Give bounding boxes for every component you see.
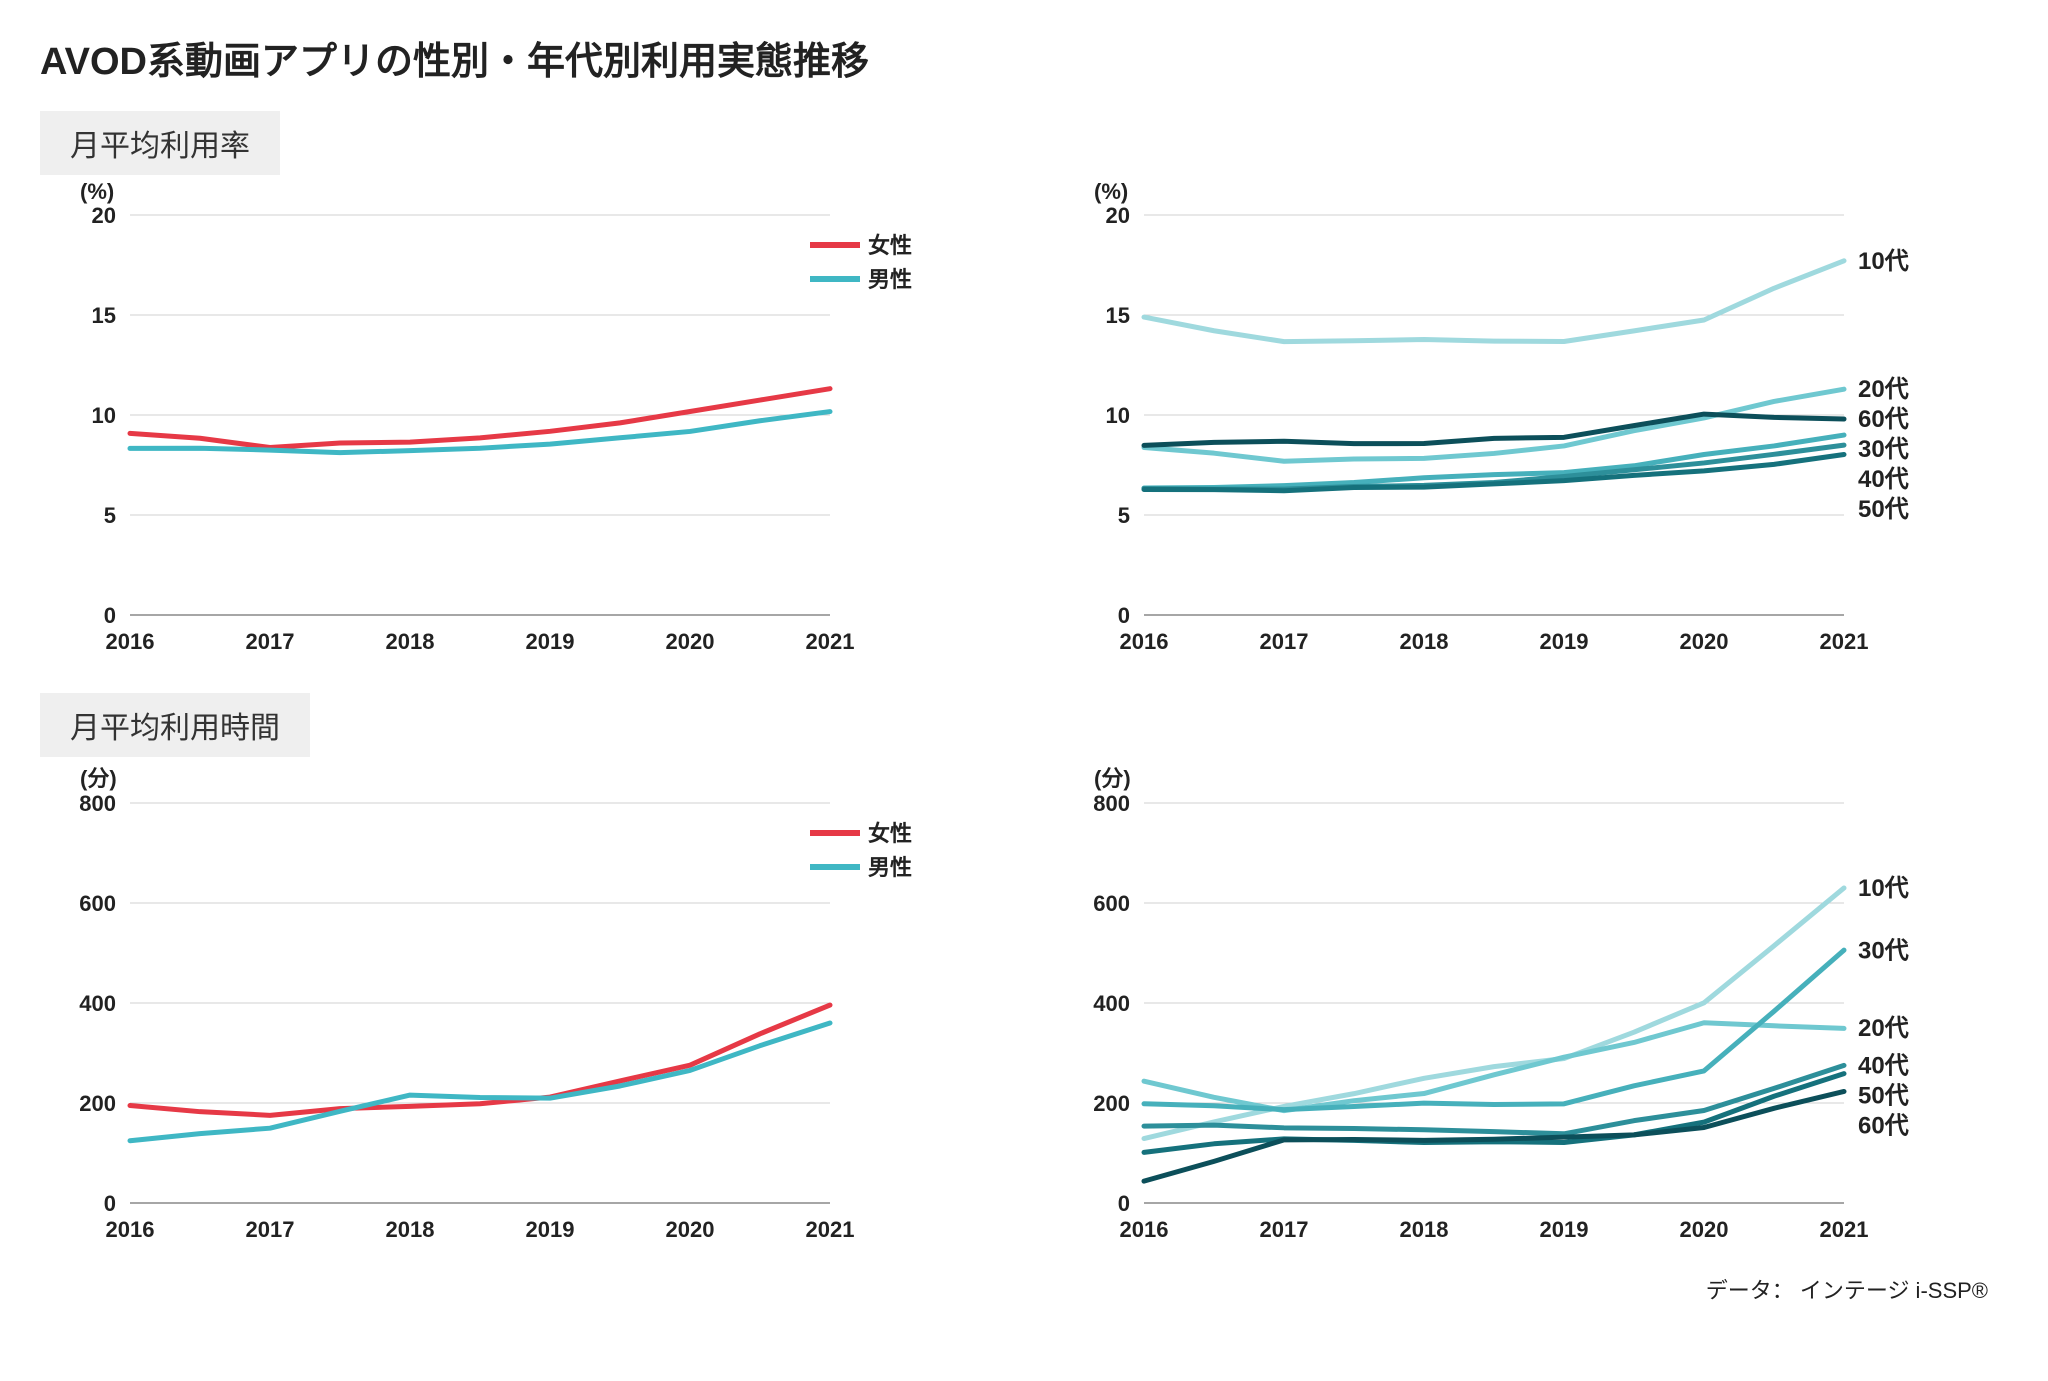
x-tick-label: 2019 [526, 629, 575, 654]
y-tick-label: 15 [92, 303, 116, 328]
series-male [130, 1023, 830, 1141]
unit-rate-age: (%) [1094, 179, 2008, 205]
y-tick-label: 10 [92, 403, 116, 428]
y-tick-label: 0 [104, 603, 116, 628]
x-tick-label: 2020 [1680, 1217, 1729, 1242]
x-tick-label: 2020 [1680, 629, 1729, 654]
x-tick-label: 2018 [386, 1217, 435, 1242]
x-tick-label: 2019 [1540, 629, 1589, 654]
chart-rate-gender: 0 5 10 15 20 2016 2017 2018 2019 2020 2021 女性男性 [40, 205, 960, 675]
section-time-title: 月平均利用時間 [40, 693, 310, 757]
legend-male: 男性 [868, 855, 912, 880]
legend-female: 女性 [868, 821, 912, 846]
x-tick-label: 2021 [1820, 629, 1869, 654]
y-tick-label: 15 [1106, 303, 1130, 328]
x-tick-label: 2016 [1120, 629, 1169, 654]
y-tick-label: 800 [1093, 793, 1130, 816]
y-tick-label: 10 [1106, 403, 1130, 428]
x-tick-label: 2018 [386, 629, 435, 654]
y-tick-label: 400 [1093, 991, 1130, 1016]
end-label-age30: 30代 [1858, 938, 1909, 965]
y-tick-label: 600 [79, 891, 116, 916]
row-rate: (%) 0 5 10 15 20 2016 2017 2018 2019 2020 2021 女性男性… [40, 179, 2008, 675]
chart-rate-age-wrap: (%) 0 5 10 15 20 2016 2017 2018 2019 2020 2021 10代 2… [1054, 179, 2008, 675]
x-tick-label: 2018 [1400, 629, 1449, 654]
x-tick-label: 2017 [1260, 1217, 1309, 1242]
x-tick-label: 2021 [1820, 1217, 1869, 1242]
end-label-age20: 20代 [1858, 1015, 1909, 1042]
x-tick-label: 2016 [106, 1217, 155, 1242]
end-label-age40: 40代 [1858, 1053, 1909, 1080]
chart-time-gender-wrap: (分) 0 200 400 600 800 2016 2017 2018 2019 2020 202… [40, 761, 994, 1263]
series-age60 [1144, 414, 1844, 445]
y-tick-label: 20 [92, 205, 116, 228]
data-source: データ： インテージ i-SSP® [40, 1273, 2008, 1305]
legend-male: 男性 [868, 267, 912, 292]
x-tick-label: 2019 [526, 1217, 575, 1242]
row-time: (分) 0 200 400 600 800 2016 2017 2018 2019 2020 202… [40, 761, 2008, 1263]
x-tick-label: 2017 [246, 629, 295, 654]
end-label-age40: 40代 [1858, 466, 1909, 493]
y-tick-label: 0 [1118, 603, 1130, 628]
end-label-age20: 20代 [1858, 376, 1909, 403]
end-label-age60: 60代 [1858, 1113, 1909, 1140]
x-tick-label: 2016 [1120, 1217, 1169, 1242]
chart-time-gender: 0 200 400 600 800 2016 2017 2018 2019 2020 2021 女性男… [40, 793, 960, 1263]
unit-time-gender: (分) [80, 761, 994, 793]
end-label-age50: 50代 [1858, 496, 1909, 523]
unit-time-age: (分) [1094, 761, 2008, 793]
chart-time-age-wrap: (分) 0 200 400 600 800 2016 2017 2018 2019 2020 202… [1054, 761, 2008, 1263]
x-tick-label: 2020 [666, 1217, 715, 1242]
y-tick-label: 0 [1118, 1191, 1130, 1216]
chart-time-age: 0 200 400 600 800 2016 2017 2018 2019 2020 2021 10代… [1054, 793, 1974, 1263]
x-tick-label: 2019 [1540, 1217, 1589, 1242]
x-tick-label: 2017 [246, 1217, 295, 1242]
x-tick-label: 2020 [666, 629, 715, 654]
chart-rate-age: 0 5 10 15 20 2016 2017 2018 2019 2020 2021 10代 20代 60… [1054, 205, 1974, 675]
series-age10 [1144, 261, 1844, 342]
series-male [130, 412, 830, 453]
y-tick-label: 20 [1106, 205, 1130, 228]
end-label-age60: 60代 [1858, 406, 1909, 433]
y-tick-label: 5 [1118, 503, 1130, 528]
page-title: AVOD系動画アプリの性別・年代別利用実態推移 [40, 30, 2008, 85]
end-label-age10: 10代 [1858, 248, 1909, 275]
x-tick-label: 2021 [806, 629, 855, 654]
legend-female: 女性 [868, 233, 912, 258]
y-tick-label: 600 [1093, 891, 1130, 916]
chart-rate-gender-wrap: (%) 0 5 10 15 20 2016 2017 2018 2019 2020 2021 女性男性 [40, 179, 994, 675]
y-tick-label: 200 [79, 1091, 116, 1116]
y-tick-label: 5 [104, 503, 116, 528]
y-tick-label: 0 [104, 1191, 116, 1216]
section-rate-title: 月平均利用率 [40, 111, 280, 175]
x-tick-label: 2018 [1400, 1217, 1449, 1242]
x-tick-label: 2016 [106, 629, 155, 654]
y-tick-label: 200 [1093, 1091, 1130, 1116]
unit-rate-gender: (%) [80, 179, 994, 205]
end-label-age50: 50代 [1858, 1083, 1909, 1110]
x-tick-label: 2021 [806, 1217, 855, 1242]
y-tick-label: 800 [79, 793, 116, 816]
series-female [130, 389, 830, 448]
end-label-age10: 10代 [1858, 875, 1909, 902]
end-label-age30: 30代 [1858, 436, 1909, 463]
x-tick-label: 2017 [1260, 629, 1309, 654]
y-tick-label: 400 [79, 991, 116, 1016]
